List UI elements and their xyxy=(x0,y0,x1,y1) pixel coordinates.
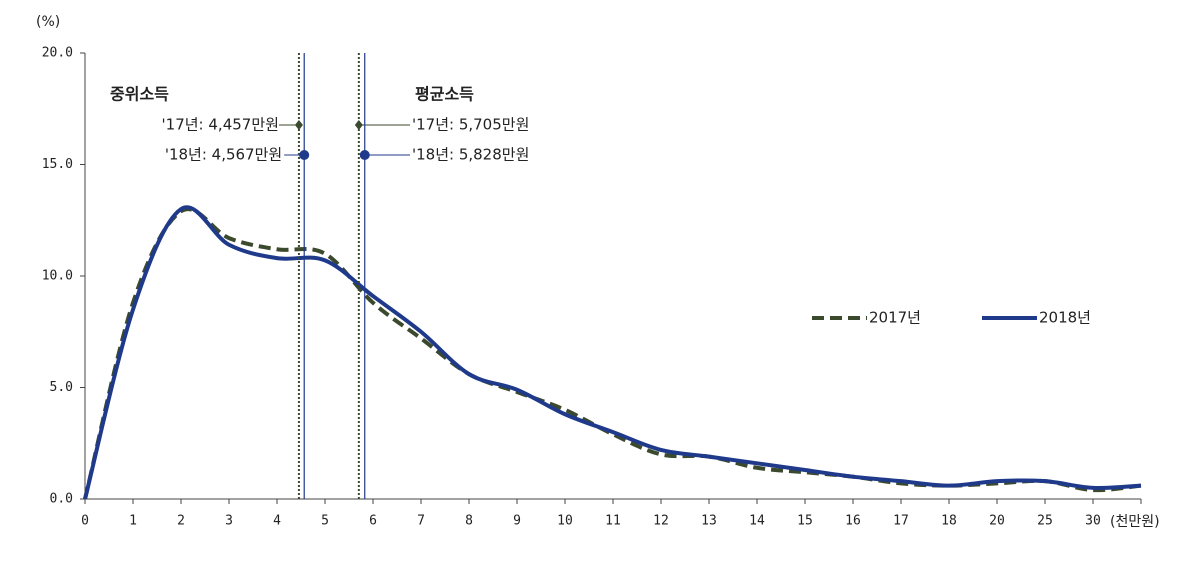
line-series xyxy=(83,205,1142,500)
marker-label: '18년: 4,567만원 xyxy=(165,146,282,164)
y-tick-label: 10.0 xyxy=(42,269,73,284)
x-tick-label: 10 xyxy=(557,514,573,529)
x-tick-label: 9 xyxy=(513,514,521,529)
x-tick-label: 15 xyxy=(797,514,813,529)
x-tick-label: 1 xyxy=(129,514,137,529)
legend-label: 2018년 xyxy=(1039,309,1091,327)
marker-label: '17년: 5,705만원 xyxy=(412,116,529,134)
legend-label: 2017년 xyxy=(869,309,921,327)
x-tick-label: 25 xyxy=(1037,514,1053,529)
x-tick-label: 7 xyxy=(417,514,425,529)
marker xyxy=(359,150,370,160)
x-tick-label: 17 xyxy=(893,514,909,529)
y-axis-label: (%) xyxy=(36,14,60,30)
y-tick-label: 0.0 xyxy=(50,492,73,507)
x-tick-label: 0 xyxy=(81,514,89,529)
x-tick-label: 12 xyxy=(653,514,669,529)
group-title: 중위소득 xyxy=(110,85,169,104)
x-tick-label: 30 xyxy=(1085,514,1101,529)
y-tick-label: 20.0 xyxy=(42,46,73,61)
x-tick-label: 20 xyxy=(989,514,1005,529)
y-tick-label: 5.0 xyxy=(50,380,73,395)
x-tick-label: 18 xyxy=(941,514,957,529)
marker-label: '17년: 4,457만원 xyxy=(162,116,279,134)
x-tick-label: 5 xyxy=(321,514,329,529)
x-tick-label: 3 xyxy=(225,514,233,529)
marker-label: '18년: 5,828만원 xyxy=(412,146,529,164)
x-tick-label: 4 xyxy=(273,514,281,529)
x-tick-label: 13 xyxy=(701,514,717,529)
group-title: 평균소득 xyxy=(415,85,474,104)
marker xyxy=(299,150,310,160)
y-tick-label: 15.0 xyxy=(42,157,73,172)
x-tick-label: 16 xyxy=(845,514,861,529)
x-tick-label: 14 xyxy=(749,514,765,529)
marker xyxy=(354,120,363,130)
x-tick-label: 6 xyxy=(369,514,377,529)
x-tick-label: 11 xyxy=(605,514,621,529)
marker xyxy=(294,120,303,130)
x-tick-label: 2 xyxy=(177,514,185,529)
x-axis-label: (천만원) xyxy=(1110,514,1160,530)
x-tick-label: 8 xyxy=(465,514,473,529)
